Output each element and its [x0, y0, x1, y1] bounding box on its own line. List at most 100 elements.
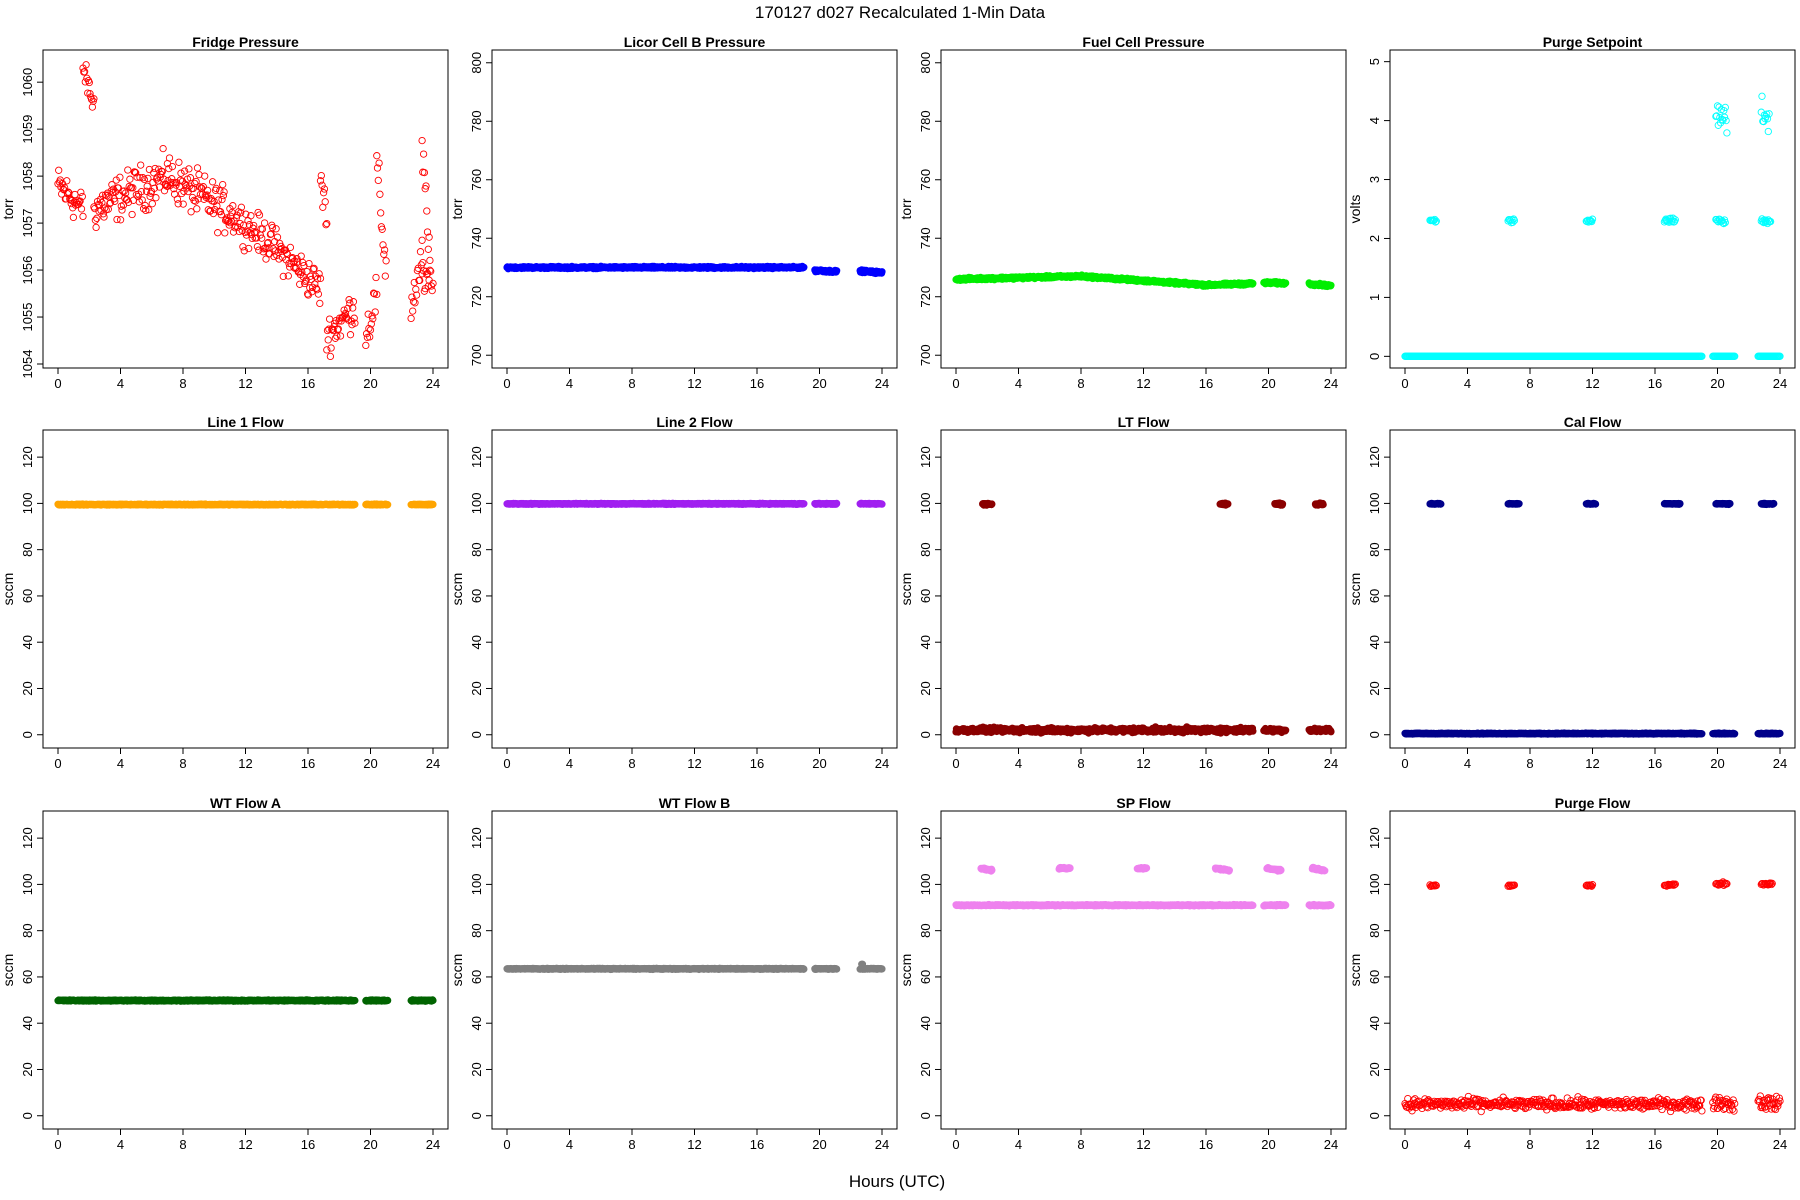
data-point: [258, 234, 266, 242]
data-point: [218, 195, 226, 204]
data-point: [175, 158, 183, 166]
data-point: [327, 344, 335, 352]
data-point: [101, 191, 110, 199]
x-tick-label: 8: [1077, 756, 1084, 771]
data-point: [315, 270, 323, 278]
data-point: [91, 204, 99, 213]
data-point: [199, 183, 207, 191]
panel-title: Fridge Pressure: [192, 34, 299, 50]
data-point: [101, 204, 109, 212]
data-point: [1249, 279, 1257, 287]
data-point: [408, 293, 416, 301]
x-tick-label: 20: [363, 376, 377, 391]
panel-title: Fuel Cell Pressure: [1082, 34, 1204, 50]
data-point: [418, 136, 426, 145]
data-point: [168, 175, 176, 183]
x-tick-label: 24: [426, 376, 440, 391]
data-point: [242, 231, 251, 239]
data-point: [381, 272, 389, 280]
data-point: [320, 185, 329, 193]
data-point: [314, 290, 323, 298]
data-point: [120, 187, 128, 195]
data-point: [373, 290, 381, 299]
data-point: [140, 175, 148, 184]
data-point: [152, 194, 160, 202]
data-point: [318, 181, 326, 189]
data-point: [148, 200, 156, 208]
x-tick-label: 16: [301, 756, 315, 771]
data-point: [79, 212, 87, 221]
data-point: [833, 499, 841, 507]
data-point: [260, 219, 269, 227]
y-tick-label: 100: [20, 493, 35, 515]
data-point: [369, 315, 377, 323]
x-tick-label: 8: [1077, 376, 1084, 391]
data-point: [104, 205, 112, 213]
data-point: [309, 265, 317, 273]
data-point: [419, 150, 428, 158]
data-point: [316, 177, 325, 185]
data-point: [311, 272, 320, 280]
y-tick-label: 1058: [20, 162, 35, 191]
y-tick-label: 1057: [20, 209, 35, 238]
data-point: [371, 308, 379, 316]
y-tick-label: 60: [469, 589, 484, 603]
x-tick-label: 8: [628, 376, 635, 391]
y-tick-label: 3: [1367, 176, 1382, 183]
data-point: [126, 175, 134, 183]
y-tick-label: 20: [469, 681, 484, 695]
data-point: [313, 286, 321, 294]
x-tick-label: 4: [117, 756, 124, 771]
data-point: [142, 187, 151, 195]
data-point: [425, 233, 433, 241]
data-point: [137, 161, 145, 169]
data-point: [151, 164, 159, 173]
data-point: [324, 336, 332, 344]
y-tick-label: 780: [469, 110, 484, 132]
data-point: [162, 181, 170, 189]
y-tick-label: 5: [1367, 58, 1382, 65]
data-point: [260, 245, 268, 253]
data-point: [231, 224, 239, 232]
data-point: [341, 309, 350, 317]
data-point: [165, 154, 174, 162]
y-tick-label: 40: [20, 635, 35, 649]
data-point: [186, 174, 195, 182]
y-axis-label: sccm: [898, 573, 914, 606]
data-point: [411, 299, 419, 307]
data-point: [275, 255, 283, 263]
data-point: [365, 324, 373, 333]
data-point: [426, 256, 434, 265]
data-point: [83, 74, 91, 82]
data-point: [298, 268, 306, 277]
y-axis-label: torr: [898, 198, 914, 219]
y-tick-label: 40: [918, 635, 933, 649]
x-tick-label: 20: [1710, 376, 1724, 391]
data-point: [334, 325, 342, 333]
x-tick-label: 16: [750, 756, 764, 771]
data-point: [409, 298, 418, 306]
data-point: [68, 196, 76, 205]
data-point: [180, 167, 189, 175]
plot-frame: [42, 429, 449, 749]
data-point: [329, 326, 337, 335]
x-tick-label: 12: [687, 756, 701, 771]
data-point: [377, 209, 385, 217]
data-point: [253, 242, 262, 251]
data-point: [428, 286, 436, 295]
data-point: [332, 316, 340, 325]
data-point: [60, 183, 69, 192]
x-tick-label: 8: [628, 756, 635, 771]
data-point: [1282, 279, 1290, 287]
x-tick-label: 12: [238, 756, 252, 771]
panel-title: Purge Setpoint: [1543, 34, 1643, 50]
panel-title: Licor Cell B Pressure: [624, 34, 766, 50]
x-tick-label: 0: [54, 376, 61, 391]
x-tick-label: 0: [1401, 376, 1408, 391]
data-point: [212, 184, 220, 193]
x-tick-label: 16: [1199, 756, 1213, 771]
data-point: [286, 243, 295, 252]
